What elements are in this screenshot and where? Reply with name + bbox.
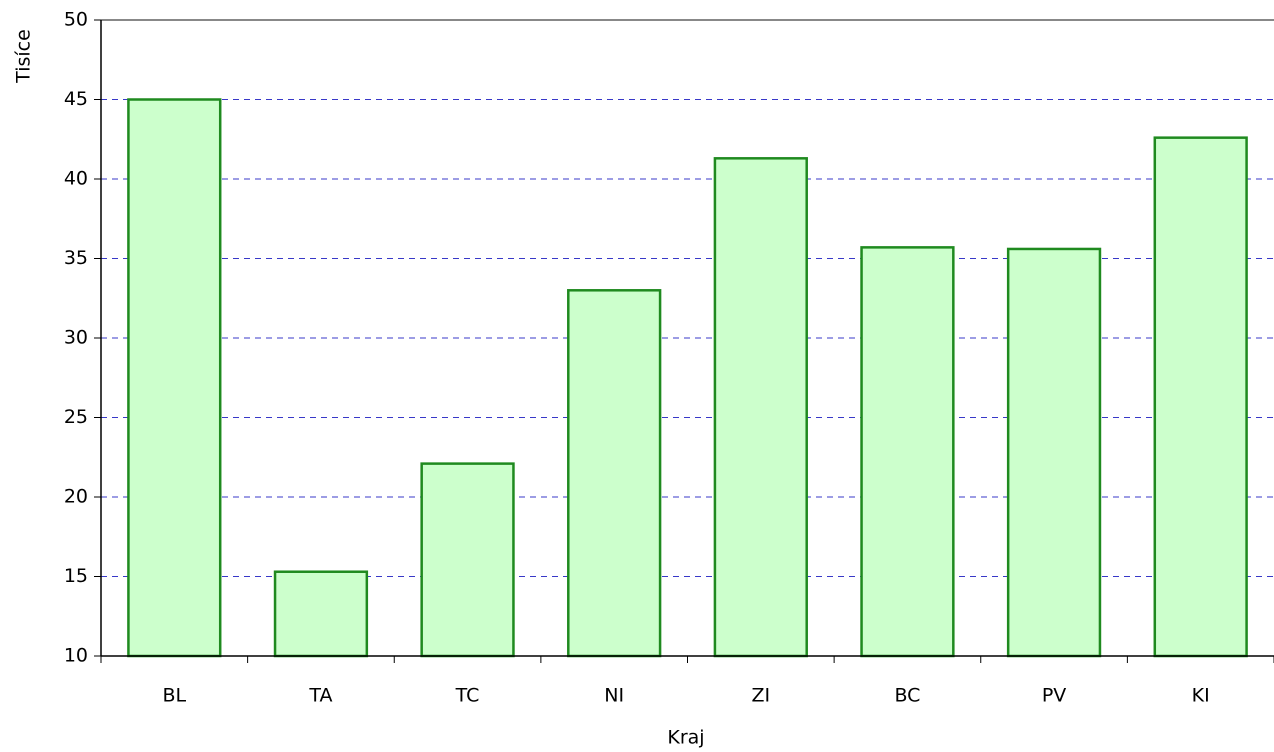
bar [127, 98, 222, 658]
x-tick-label: ZI [752, 685, 771, 707]
bar [860, 246, 955, 658]
y-tick-label: 15 [64, 565, 88, 587]
y-tick-label: 20 [64, 486, 88, 508]
x-axis-label: Kraj [667, 727, 704, 749]
y-axis-label: Tisíce [13, 29, 35, 84]
y-tick-label: 35 [64, 247, 88, 269]
bar [567, 289, 662, 658]
y-tick-label: 40 [64, 168, 88, 190]
y-tick-label: 50 [64, 9, 88, 31]
x-tick-label: BL [163, 685, 187, 707]
x-tick-label: TC [455, 685, 480, 707]
x-tick-label: NI [604, 685, 624, 707]
bar [420, 462, 515, 658]
y-tick-label: 30 [64, 327, 88, 349]
bar [1153, 136, 1248, 658]
x-tick-label: TA [308, 685, 332, 707]
y-tick-label: 10 [64, 645, 88, 667]
y-tick-label: 45 [64, 88, 88, 110]
x-tick-label: BC [894, 685, 920, 707]
bar [273, 570, 369, 658]
bar [1006, 247, 1102, 658]
x-tick-label: PV [1042, 685, 1066, 707]
bar [713, 157, 808, 658]
y-tick-label: 25 [64, 406, 88, 428]
x-tick-label: KI [1192, 685, 1210, 707]
